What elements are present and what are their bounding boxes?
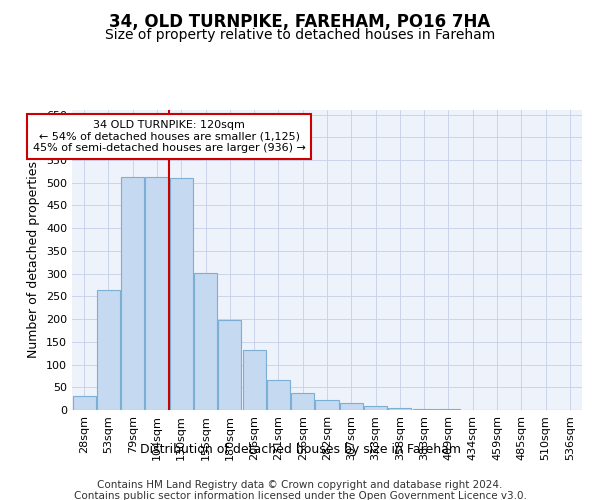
Bar — [73, 396, 95, 410]
Text: Contains HM Land Registry data © Crown copyright and database right 2024.: Contains HM Land Registry data © Crown c… — [97, 480, 503, 490]
Bar — [316, 400, 338, 410]
Bar — [97, 290, 120, 410]
Bar — [364, 406, 387, 410]
Bar — [170, 178, 193, 410]
Text: 34, OLD TURNPIKE, FAREHAM, PO16 7HA: 34, OLD TURNPIKE, FAREHAM, PO16 7HA — [109, 12, 491, 30]
Bar — [340, 403, 363, 410]
Bar — [194, 272, 217, 410]
Y-axis label: Number of detached properties: Number of detached properties — [28, 162, 40, 358]
Bar — [267, 380, 290, 410]
Bar — [291, 392, 314, 410]
Bar — [121, 177, 144, 410]
Bar — [437, 409, 460, 410]
Bar — [242, 350, 266, 410]
Bar — [413, 408, 436, 410]
Bar — [218, 320, 241, 410]
Text: Size of property relative to detached houses in Fareham: Size of property relative to detached ho… — [105, 28, 495, 42]
Bar — [145, 177, 169, 410]
Text: Distribution of detached houses by size in Fareham: Distribution of detached houses by size … — [139, 442, 461, 456]
Text: Contains public sector information licensed under the Open Government Licence v3: Contains public sector information licen… — [74, 491, 526, 500]
Bar — [388, 408, 412, 410]
Text: 34 OLD TURNPIKE: 120sqm
← 54% of detached houses are smaller (1,125)
45% of semi: 34 OLD TURNPIKE: 120sqm ← 54% of detache… — [33, 120, 305, 153]
